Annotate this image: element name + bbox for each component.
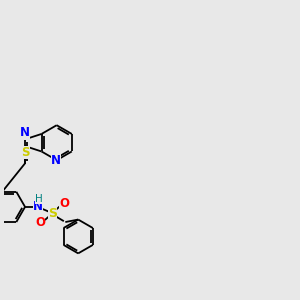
Text: O: O xyxy=(35,216,45,230)
Text: H: H xyxy=(34,194,42,204)
Text: S: S xyxy=(21,146,30,159)
Text: O: O xyxy=(59,197,69,210)
Text: S: S xyxy=(48,207,57,220)
Text: N: N xyxy=(20,126,30,140)
Text: N: N xyxy=(51,154,61,167)
Text: N: N xyxy=(33,200,43,213)
